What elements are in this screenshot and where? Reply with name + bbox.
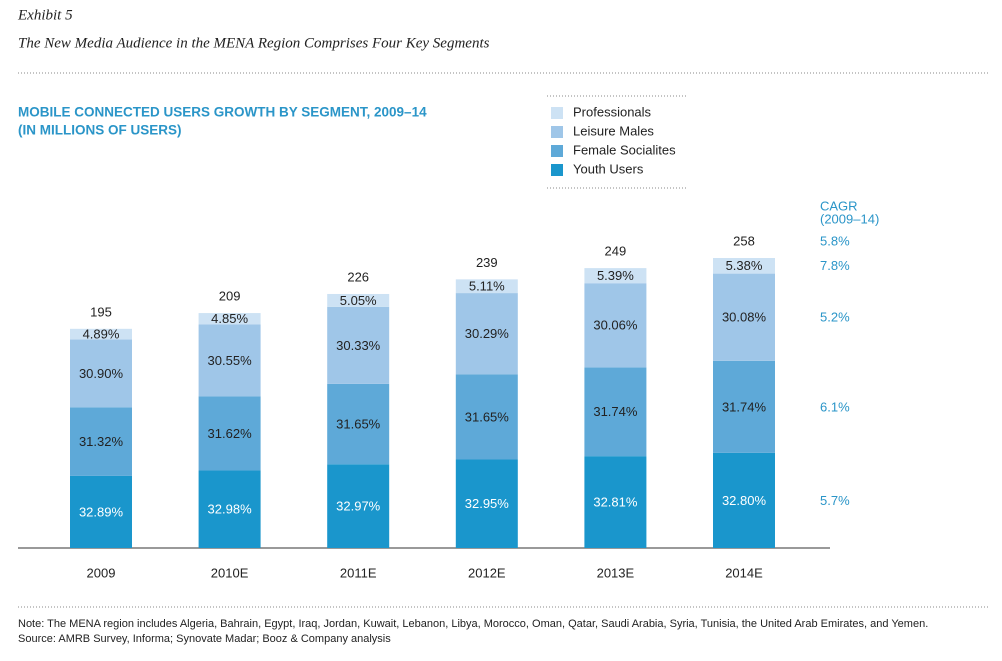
value-label: 32.98% [208, 502, 253, 517]
bar-segment [70, 328, 132, 340]
bar-segment [70, 339, 132, 408]
value-label: 31.32% [79, 434, 124, 449]
bar-segment [455, 374, 518, 460]
value-label: 30.55% [208, 353, 253, 368]
cagr-label: 5.2% [820, 310, 850, 325]
total-label: 226 [347, 269, 369, 284]
cagr-label: 7.8% [820, 258, 850, 273]
total-label: 209 [219, 289, 241, 304]
x-tick-label: 2012E [468, 565, 506, 580]
legend-swatch [551, 107, 563, 119]
total-label: 195 [90, 304, 112, 319]
value-label: 32.97% [336, 499, 381, 514]
total-label: 239 [476, 255, 498, 270]
value-label: 5.38% [726, 258, 763, 273]
x-tick-label: 2014E [725, 565, 763, 580]
bar-segment [455, 459, 518, 548]
bar-segment [713, 452, 775, 548]
bar-segment [713, 360, 775, 453]
value-label: 31.74% [593, 404, 638, 419]
note: Note: The MENA region includes Algeria, … [18, 618, 928, 630]
bar-segment [70, 475, 132, 548]
exhibit: Exhibit 5 [17, 7, 73, 23]
bar-segment [713, 273, 775, 361]
bar-segment [455, 279, 518, 294]
value-label: 32.89% [79, 504, 124, 519]
value-label: 31.62% [208, 426, 253, 441]
bar-segment [584, 268, 647, 284]
bar-segment [584, 283, 647, 368]
bar-segment [584, 367, 647, 457]
bar-segment [327, 306, 390, 384]
value-label: 32.81% [593, 495, 638, 510]
cagr-label: 5.7% [820, 493, 850, 508]
cagr-title: (2009–14) [820, 211, 879, 226]
bar-segment [198, 396, 261, 471]
source: Source: AMRB Survey, Informa; Synovate M… [18, 633, 391, 645]
value-label: 32.95% [465, 496, 510, 511]
cagr-label: 5.8% [820, 233, 850, 248]
bar-segment [198, 313, 261, 325]
bar-segment [198, 470, 261, 548]
value-label: 30.06% [593, 318, 638, 333]
bar-segment [713, 258, 775, 274]
legend-label: Professionals [573, 104, 652, 119]
bar-segment [455, 293, 518, 375]
value-label: 30.29% [465, 326, 510, 341]
x-tick-label: 2013E [597, 565, 635, 580]
cagr-label: 6.1% [820, 399, 850, 414]
x-tick-label: 2009 [87, 565, 116, 580]
total-label: 258 [733, 233, 755, 248]
bar-segment [584, 456, 647, 548]
value-label: 30.08% [722, 310, 767, 325]
x-tick-label: 2011E [340, 565, 377, 580]
x-tick-label: 2010E [211, 565, 249, 580]
legend-label: Youth Users [573, 161, 644, 176]
legend-swatch [551, 145, 563, 157]
value-label: 5.05% [340, 293, 377, 308]
legend-label: Female Socialites [573, 142, 676, 157]
value-label: 5.39% [597, 268, 634, 283]
total-label: 249 [605, 244, 627, 259]
bar-segment [327, 383, 390, 465]
legend-label: Leisure Males [573, 123, 654, 138]
value-label: 30.90% [79, 366, 124, 381]
chart-title: (IN MILLIONS OF USERS) [18, 123, 182, 138]
value-label: 30.33% [336, 338, 381, 353]
cagr-title: CAGR [820, 198, 858, 213]
legend-swatch [551, 164, 563, 176]
value-label: 31.74% [722, 399, 767, 414]
bar-segment [327, 293, 390, 307]
chart-title: MOBILE CONNECTED USERS GROWTH BY SEGMENT… [18, 105, 427, 120]
bar-segment [327, 464, 390, 548]
value-label: 31.65% [465, 409, 510, 424]
legend-swatch [551, 126, 563, 138]
value-label: 31.65% [336, 416, 381, 431]
subtitle: The New Media Audience in the MENA Regio… [18, 35, 490, 51]
bar-segment [198, 324, 261, 397]
value-label: 32.80% [722, 493, 767, 508]
bar-segment [70, 407, 132, 476]
value-label: 4.89% [83, 327, 120, 342]
value-label: 4.85% [211, 311, 248, 326]
value-label: 5.11% [469, 279, 505, 294]
